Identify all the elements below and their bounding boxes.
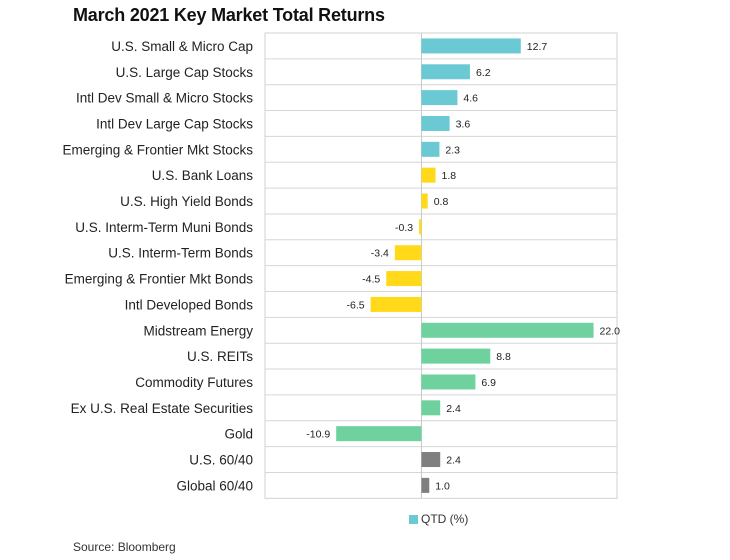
bars	[336, 38, 594, 493]
category-label: U.S. REITs	[187, 349, 253, 364]
value-label: 2.3	[445, 144, 460, 156]
category-label: Emerging & Frontier Mkt Stocks	[62, 142, 253, 157]
chart-title: March 2021 Key Market Total Returns	[73, 5, 385, 25]
bar	[421, 348, 491, 364]
bar	[421, 38, 521, 54]
bar	[421, 141, 440, 157]
bar	[419, 219, 422, 235]
bar	[421, 477, 430, 493]
value-labels: 12.7 6.2 4.6 3.6 2.3 1.8 0.8 -0.3 -3.4 -4.5 -6.5 22…	[306, 41, 620, 492]
value-label: 2.4	[446, 455, 461, 467]
bar	[421, 322, 594, 338]
value-label: 6.2	[476, 67, 491, 79]
grid-lines	[264, 32, 618, 499]
bar	[421, 193, 428, 209]
legend-label: QTD (%)	[421, 512, 469, 526]
bar	[421, 115, 450, 131]
value-label: -4.5	[362, 274, 380, 286]
value-label: -0.3	[395, 222, 413, 234]
category-label: U.S. 60/40	[189, 453, 253, 468]
category-label: Gold	[224, 427, 253, 442]
bar	[421, 400, 441, 416]
category-label: U.S. Interm-Term Muni Bonds	[75, 220, 253, 235]
category-label: U.S. Interm-Term Bonds	[108, 246, 253, 261]
bar	[421, 374, 476, 390]
value-label: 8.8	[496, 351, 511, 363]
value-label: -6.5	[347, 299, 365, 311]
bar	[386, 271, 422, 287]
bar	[421, 452, 441, 468]
category-label: Intl Dev Large Cap Stocks	[96, 116, 253, 131]
value-label: 0.8	[434, 196, 449, 208]
bar	[370, 296, 422, 312]
category-label: U.S. Bank Loans	[152, 168, 254, 183]
value-label: 1.0	[435, 480, 450, 492]
value-label: 12.7	[527, 41, 548, 53]
category-label: Intl Developed Bonds	[125, 297, 254, 312]
category-label: Global 60/40	[176, 478, 253, 493]
value-label: 6.9	[481, 377, 496, 389]
category-label: U.S. Large Cap Stocks	[116, 65, 254, 80]
legend-swatch	[409, 514, 418, 524]
category-label: Emerging & Frontier Mkt Bonds	[65, 272, 254, 287]
bar	[394, 245, 422, 261]
category-label: U.S. High Yield Bonds	[120, 194, 253, 209]
bar	[421, 64, 470, 80]
value-label: 22.0	[600, 325, 621, 337]
bar	[421, 167, 436, 183]
category-label: Commodity Futures	[135, 375, 253, 390]
category-label: Midstream Energy	[143, 323, 253, 338]
value-label: 1.8	[442, 170, 457, 182]
value-label: 2.4	[446, 403, 461, 415]
bar-chart: U.S. Small & Micro Cap U.S. Large Cap Sto…	[62, 32, 620, 499]
legend: QTD (%)	[409, 512, 468, 526]
source-note: Source: Bloomberg	[73, 540, 176, 554]
value-label: -3.4	[371, 248, 389, 260]
bar	[421, 90, 458, 106]
bar	[336, 426, 422, 442]
category-label: Ex U.S. Real Estate Securities	[71, 401, 254, 416]
value-label: 3.6	[456, 118, 471, 130]
value-label: 4.6	[463, 93, 478, 105]
category-label: Intl Dev Small & Micro Stocks	[76, 91, 253, 106]
category-labels: U.S. Small & Micro Cap U.S. Large Cap Sto…	[62, 39, 253, 493]
category-label: U.S. Small & Micro Cap	[111, 39, 253, 54]
value-label: -10.9	[306, 429, 330, 441]
